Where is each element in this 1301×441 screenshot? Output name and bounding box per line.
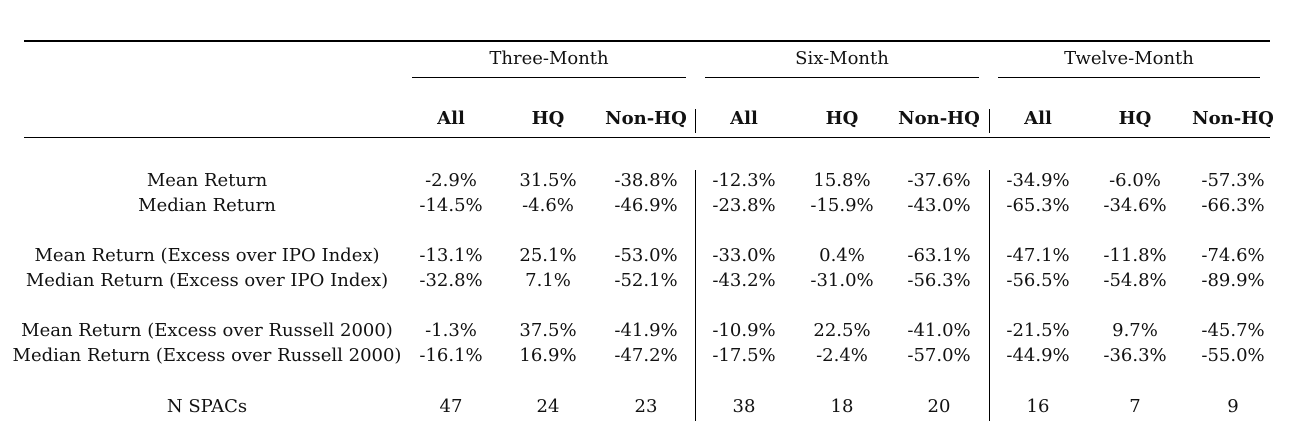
column-header: All [1024,108,1052,129]
table-cell: -2.9% [425,170,477,191]
table-cell: 38 [732,396,756,417]
table-cell: 15.8% [813,170,871,191]
table-cell: -14.5% [419,195,483,216]
table-cell: -65.3% [1006,195,1070,216]
table-cell: -52.1% [614,270,678,291]
column-header: All [730,108,758,129]
table-cell: -54.8% [1103,270,1167,291]
column-header: HQ [531,108,565,129]
table-cell: -31.0% [810,270,874,291]
top-rule [24,40,1270,42]
table-cell: -56.3% [907,270,971,291]
table-cell: -57.0% [907,345,971,366]
table-cell: -33.0% [712,245,776,266]
header-column-separator [989,109,990,133]
table-cell: -17.5% [712,345,776,366]
row-label: Mean Return (Excess over Russell 2000) [21,320,393,341]
table-cell: -34.6% [1103,195,1167,216]
period-header: Six-Month [795,48,889,69]
table-cell: 20 [927,396,951,417]
table-cell: 0.4% [819,245,865,266]
table-cell: 47 [439,396,463,417]
table-cell: -2.4% [816,345,868,366]
header-column-separator [695,109,696,133]
table-cell: -63.1% [907,245,971,266]
table-cell: -53.0% [614,245,678,266]
table-cell: 7.1% [525,270,571,291]
table-cell: -13.1% [419,245,483,266]
row-label: Mean Return (Excess over IPO Index) [34,245,380,266]
period-underline [705,77,979,78]
column-header: HQ [825,108,859,129]
period-underline [998,77,1260,78]
table-cell: 16 [1026,396,1050,417]
table-cell: -11.8% [1103,245,1167,266]
row-label: Median Return (Excess over Russell 2000) [12,345,402,366]
table-cell: -41.9% [614,320,678,341]
header-rule [24,137,1270,138]
table-cell: -45.7% [1201,320,1265,341]
table-cell: -47.1% [1006,245,1070,266]
table-cell: -34.9% [1006,170,1070,191]
row-label: Mean Return [146,170,268,191]
table-cell: 37.5% [519,320,577,341]
period-header: Three-Month [489,48,609,69]
table-cell: -43.2% [712,270,776,291]
table-cell: -4.6% [522,195,574,216]
table-cell: -41.0% [907,320,971,341]
column-header: Non-HQ [898,108,980,129]
table-cell: -36.3% [1103,345,1167,366]
table-cell: 31.5% [519,170,577,191]
table-cell: -16.1% [419,345,483,366]
table-cell: -32.8% [419,270,483,291]
table-cell: -23.8% [712,195,776,216]
table-cell: -15.9% [810,195,874,216]
table-cell: -43.0% [907,195,971,216]
table-cell: -6.0% [1109,170,1161,191]
table-cell: 22.5% [813,320,871,341]
body-column-separator [695,170,696,421]
table-cell: -37.6% [907,170,971,191]
table-cell: -38.8% [614,170,678,191]
row-label: N SPACs [166,396,248,417]
table-cell: -10.9% [712,320,776,341]
row-label: Median Return (Excess over IPO Index) [25,270,389,291]
period-header: Twelve-Month [1064,48,1194,69]
table-cell: 23 [634,396,658,417]
table-cell: 9 [1227,396,1239,417]
table-cell: -21.5% [1006,320,1070,341]
table-cell: 24 [536,396,560,417]
table-cell: -12.3% [712,170,776,191]
table-cell: -44.9% [1006,345,1070,366]
table-cell: -1.3% [425,320,477,341]
body-column-separator [989,170,990,421]
table-cell: -47.2% [614,345,678,366]
column-header: HQ [1118,108,1152,129]
period-underline [412,77,686,78]
table-cell: -89.9% [1201,270,1265,291]
table-cell: -57.3% [1201,170,1265,191]
column-header: All [437,108,465,129]
table-cell: 9.7% [1112,320,1158,341]
table-cell: -55.0% [1201,345,1265,366]
table-cell: -56.5% [1006,270,1070,291]
table-cell: 18 [830,396,854,417]
table-cell: 16.9% [519,345,577,366]
table-cell: -74.6% [1201,245,1265,266]
row-label: Median Return [138,195,276,216]
column-header: Non-HQ [605,108,687,129]
table-cell: -46.9% [614,195,678,216]
table-cell: 25.1% [519,245,577,266]
column-header: Non-HQ [1192,108,1274,129]
table-cell: 7 [1129,396,1141,417]
table-cell: -66.3% [1201,195,1265,216]
